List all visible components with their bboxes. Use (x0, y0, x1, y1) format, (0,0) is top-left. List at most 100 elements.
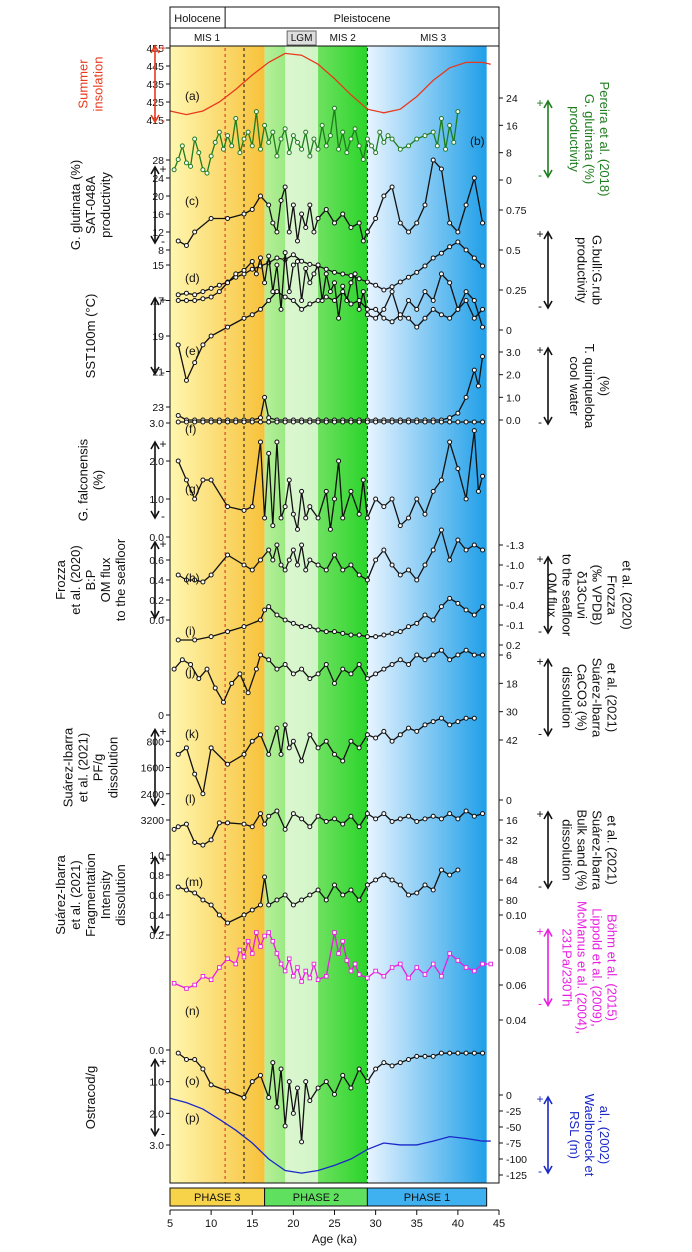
data-point-o (348, 1085, 354, 1091)
arrow-head (150, 610, 160, 620)
panel-letter: (h) (185, 571, 200, 585)
data-point-e (389, 319, 395, 325)
y-tick-label: 21 (152, 367, 164, 379)
data-point-h (397, 572, 403, 578)
data-point-m (340, 892, 346, 898)
data-point-f (381, 419, 387, 425)
data-point-e (257, 306, 263, 312)
data-point-n (208, 977, 214, 983)
data-point-cr (438, 250, 444, 256)
data-point-j (381, 666, 387, 672)
data-point-j (332, 680, 337, 686)
side-label-g: G. falconensis (76, 438, 91, 521)
data-point-k (438, 715, 444, 721)
arrow-head (543, 416, 553, 426)
data-point-f (463, 419, 469, 425)
data-point-f (290, 419, 296, 425)
arrow-head (543, 1095, 553, 1105)
data-point-i (373, 634, 379, 640)
panel-letter: (a) (185, 89, 200, 103)
data-point-o (290, 1110, 296, 1116)
panel-letter: (f) (185, 422, 196, 436)
data-point-k (463, 715, 469, 721)
data-point-c (290, 202, 296, 208)
minus-sign: - (161, 234, 165, 248)
data-point-n (217, 965, 222, 970)
data-point-j (274, 666, 280, 672)
data-point-m (266, 902, 272, 908)
data-point-b (451, 139, 457, 145)
side-label-h: to the seafloor (113, 538, 128, 621)
data-point-h (249, 567, 255, 573)
plus-sign: + (536, 552, 543, 566)
data-point-b (245, 129, 251, 135)
data-point-n (287, 956, 292, 962)
arrow-head (543, 99, 553, 109)
data-point-g (262, 515, 268, 521)
data-point-j (257, 652, 263, 658)
data-point-e (208, 333, 214, 339)
data-point-b (364, 136, 370, 142)
side-label-k: Suárez-Ibarra (61, 727, 76, 807)
axes: (a)455445435425415(b)241680(c)2824201612… (141, 43, 528, 1246)
data-point-d (278, 306, 284, 312)
data-point-c (307, 202, 313, 208)
data-point-b (455, 109, 461, 115)
y-tick-label: 0.0 (149, 1045, 164, 1057)
data-point-o (364, 1079, 370, 1085)
y-tick-label: 0.2 (149, 595, 164, 607)
data-point-o (397, 1060, 403, 1066)
y-tick-label: 48 (506, 855, 518, 867)
data-point-h (299, 542, 305, 548)
panel-letter: (o) (185, 1074, 200, 1088)
data-point-c (282, 184, 288, 190)
data-point-m (241, 912, 247, 918)
y-tick-label: 24 (152, 173, 164, 185)
data-point-k (381, 728, 387, 734)
data-point-b (208, 153, 214, 159)
data-point-b (229, 143, 235, 149)
arrow-head (543, 300, 553, 310)
series-line-n (173, 931, 491, 990)
phase-band-1 (170, 46, 265, 1183)
data-point-l (216, 820, 222, 826)
arrow-head (150, 798, 160, 808)
data-point-l (208, 837, 214, 843)
data-point-f (225, 419, 231, 425)
data-point-cr (373, 282, 379, 288)
data-point-o (471, 1050, 477, 1056)
data-point-l (262, 821, 268, 827)
side-label-c: productivity (98, 172, 113, 238)
data-point-h (290, 547, 296, 553)
data-point-cr (480, 263, 486, 269)
data-point-n (237, 947, 243, 953)
data-point-l (471, 813, 477, 819)
y-tick-label: 0.4 (149, 910, 164, 922)
data-point-n (348, 968, 354, 974)
data-point-h (463, 547, 469, 553)
data-point-b (344, 150, 350, 156)
data-point-e (323, 294, 329, 300)
data-point-g (307, 504, 313, 510)
data-point-l (175, 824, 181, 830)
data-point-k (274, 725, 280, 731)
panel-letter: (i) (185, 624, 196, 638)
data-point-b (249, 143, 255, 149)
arrow-head (543, 230, 553, 240)
data-point-m (447, 872, 453, 878)
data-point-b (438, 116, 444, 121)
data-point-k (183, 745, 189, 751)
plot-frame (169, 45, 500, 1184)
data-point-j (356, 661, 362, 667)
data-point-g (282, 504, 288, 510)
data-point-o (192, 1057, 198, 1062)
data-point-n (249, 951, 255, 956)
data-point-b (352, 126, 358, 132)
data-point-d (447, 280, 453, 286)
data-point-k (356, 745, 362, 751)
data-point-i (315, 627, 321, 633)
data-point-n (233, 961, 239, 967)
data-point-e (266, 298, 272, 303)
data-point-c (192, 229, 198, 235)
data-point-m (389, 877, 395, 883)
